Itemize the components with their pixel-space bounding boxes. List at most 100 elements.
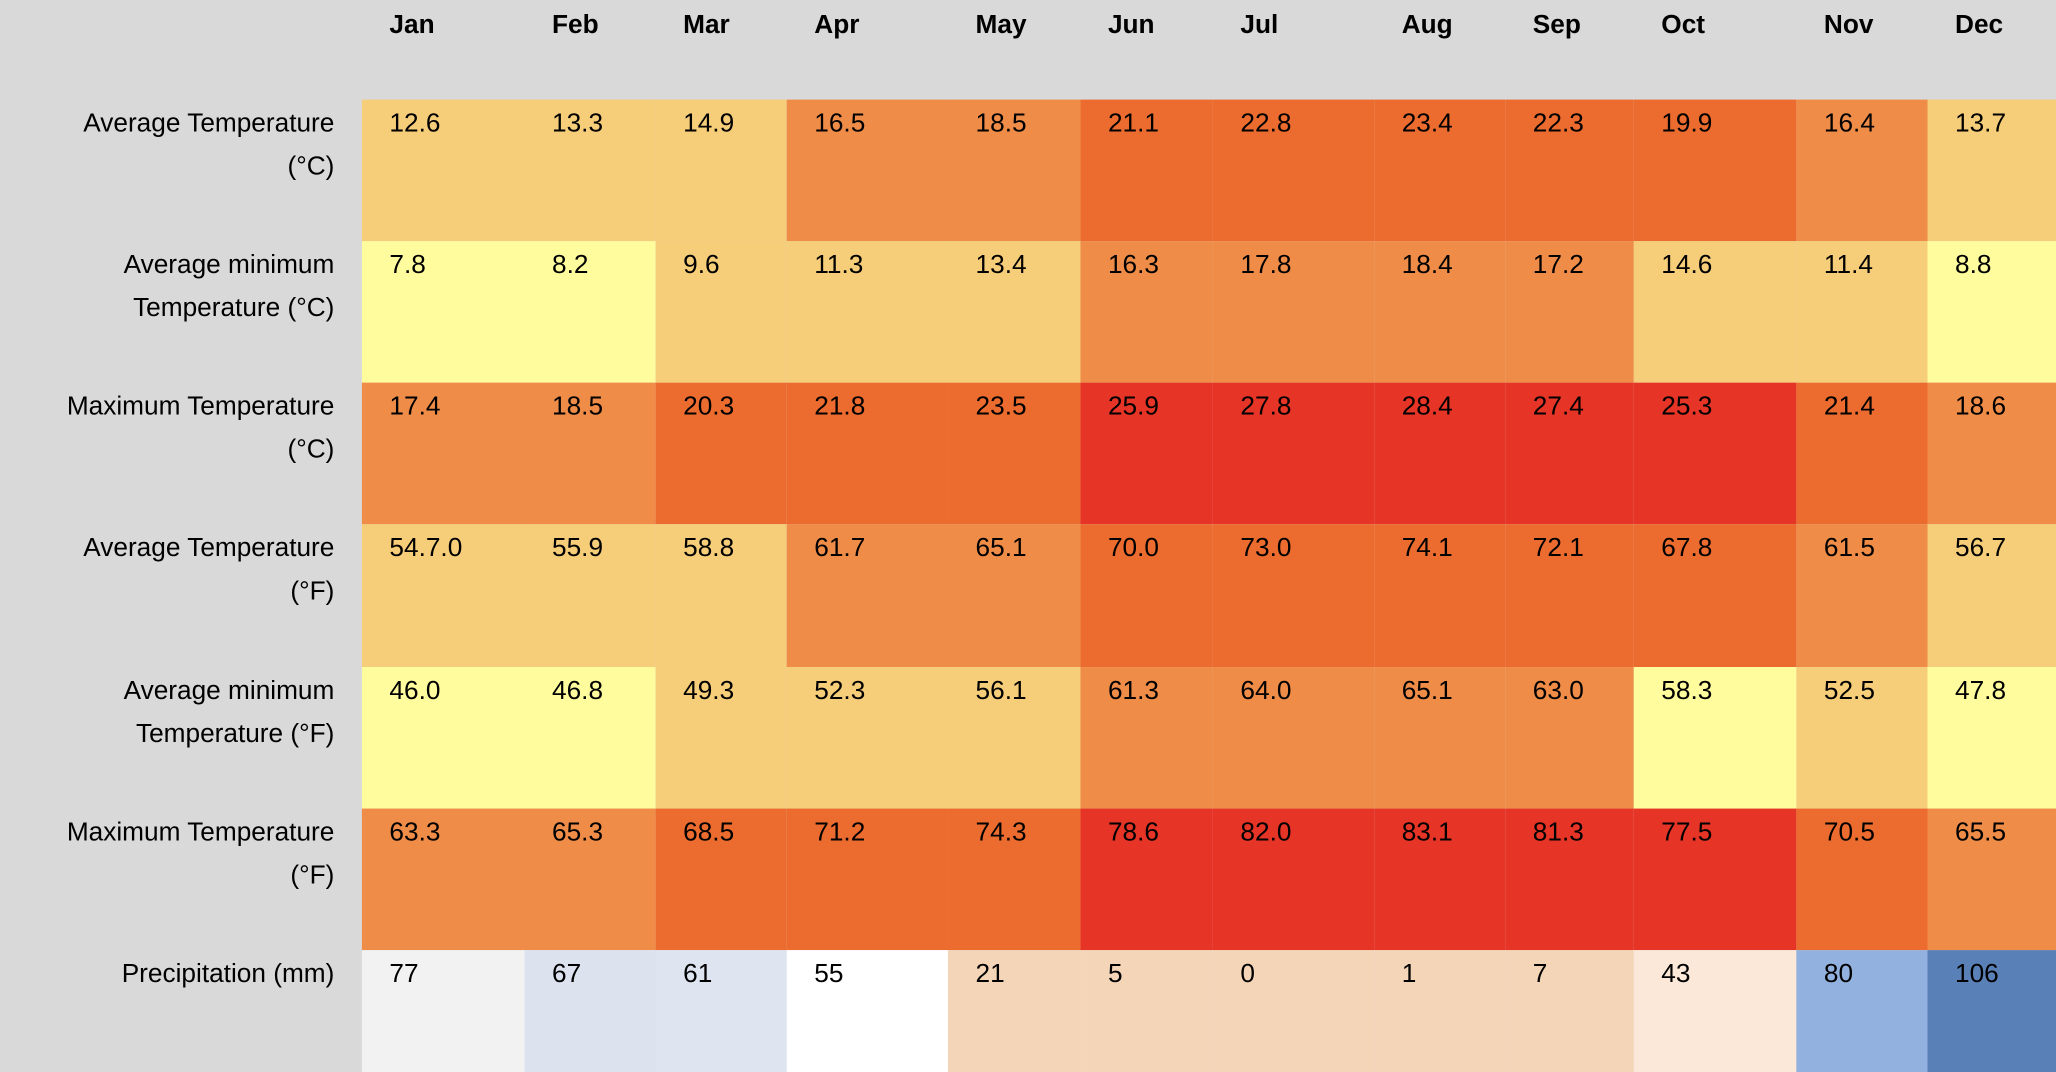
cell-value: 65.1 — [976, 532, 1027, 562]
cell — [948, 524, 1081, 668]
cell-value: 77.5 — [1661, 816, 1712, 846]
cell-value: 54.7.0 — [389, 532, 462, 562]
cell — [1633, 99, 1797, 242]
cell-value: 17.2 — [1533, 249, 1584, 279]
cell — [361, 808, 525, 951]
cell — [1927, 524, 2056, 668]
cell-value: 61 — [683, 958, 712, 988]
cell — [524, 950, 656, 1072]
cell — [1212, 524, 1375, 668]
column-header: Dec — [1955, 9, 2003, 39]
cell-value: 25.9 — [1108, 390, 1159, 420]
column-header: Oct — [1661, 9, 1705, 39]
cell — [1080, 808, 1213, 951]
column-header: Jan — [389, 9, 434, 39]
cell — [524, 99, 656, 242]
cell-value: 106 — [1955, 958, 1999, 988]
column-header: Jul — [1240, 9, 1278, 39]
cell-value: 43 — [1661, 958, 1690, 988]
column-header: Sep — [1533, 9, 1581, 39]
cell-value: 13.4 — [976, 249, 1027, 279]
cell-value: 12.6 — [389, 107, 440, 137]
cell — [524, 524, 656, 668]
cell — [1927, 950, 2056, 1072]
cell — [1633, 950, 1797, 1072]
cell-value: 61.7 — [814, 532, 865, 562]
cell — [1374, 382, 1506, 525]
cell — [786, 808, 949, 951]
cell — [524, 808, 656, 951]
cell-value: 9.6 — [683, 249, 719, 279]
cell — [655, 950, 787, 1072]
cell-value: 25.3 — [1661, 390, 1712, 420]
cell-value: 22.3 — [1533, 107, 1584, 137]
cell-value: 28.4 — [1402, 390, 1453, 420]
cell — [361, 241, 525, 383]
cell-value: 18.6 — [1955, 390, 2006, 420]
cell — [1633, 667, 1797, 809]
cell — [1796, 808, 1928, 951]
cell-value: 18.5 — [976, 107, 1027, 137]
cell — [361, 950, 525, 1072]
row-label: Average Temperature — [83, 107, 334, 137]
cell — [1212, 808, 1375, 951]
cell-value: 67 — [552, 958, 581, 988]
row-label: Average minimum — [124, 249, 335, 279]
cell-value: 20.3 — [683, 390, 734, 420]
cell-value: 63.3 — [389, 816, 440, 846]
cell — [948, 241, 1081, 383]
cell-value: 21.8 — [814, 390, 865, 420]
cell — [1927, 382, 2056, 525]
cell — [786, 99, 949, 242]
cell-value: 1 — [1402, 958, 1417, 988]
cell — [948, 382, 1081, 525]
cell-value: 55.9 — [552, 532, 603, 562]
row-label: (°F) — [290, 860, 334, 890]
cell — [655, 99, 787, 242]
cell-value: 80 — [1824, 958, 1853, 988]
cell-value: 18.5 — [552, 390, 603, 420]
cell — [1927, 99, 2056, 242]
cell — [655, 382, 787, 525]
row-label: (°C) — [287, 434, 334, 464]
cell-value: 49.3 — [683, 675, 734, 705]
cell — [948, 99, 1081, 242]
cell-value: 70.5 — [1824, 816, 1875, 846]
cell-value: 46.8 — [552, 675, 603, 705]
cell — [1796, 524, 1928, 668]
cell-value: 21.4 — [1824, 390, 1875, 420]
cell-value: 22.8 — [1240, 107, 1291, 137]
cell — [786, 524, 949, 668]
cell-value: 72.1 — [1533, 532, 1584, 562]
row-label: Maximum Temperature — [67, 816, 335, 846]
cell — [948, 667, 1081, 809]
row-label: (°C) — [287, 151, 334, 181]
cell — [1927, 241, 2056, 383]
cell — [786, 241, 949, 383]
row-label: Average minimum — [124, 675, 335, 705]
cell-value: 74.1 — [1402, 532, 1453, 562]
cell — [655, 524, 787, 668]
cell — [1212, 382, 1375, 525]
cell-value: 11.4 — [1824, 249, 1873, 279]
cell-value: 78.6 — [1108, 816, 1159, 846]
cell — [1633, 241, 1797, 383]
cell-value: 8.2 — [552, 249, 588, 279]
cell-value: 21 — [976, 958, 1005, 988]
cell — [1633, 524, 1797, 668]
cell — [361, 524, 525, 668]
cell-value: 65.1 — [1402, 675, 1453, 705]
cell-value: 73.0 — [1240, 532, 1291, 562]
cell-value: 16.3 — [1108, 249, 1159, 279]
cell-value: 65.3 — [552, 816, 603, 846]
cell — [786, 667, 949, 809]
cell-value: 7.8 — [389, 249, 425, 279]
row-label: Temperature (°F) — [136, 718, 334, 748]
cell-value: 16.4 — [1824, 107, 1875, 137]
cell — [1212, 950, 1375, 1072]
cell — [655, 808, 787, 951]
cell-value: 14.6 — [1661, 249, 1712, 279]
cell — [655, 667, 787, 809]
